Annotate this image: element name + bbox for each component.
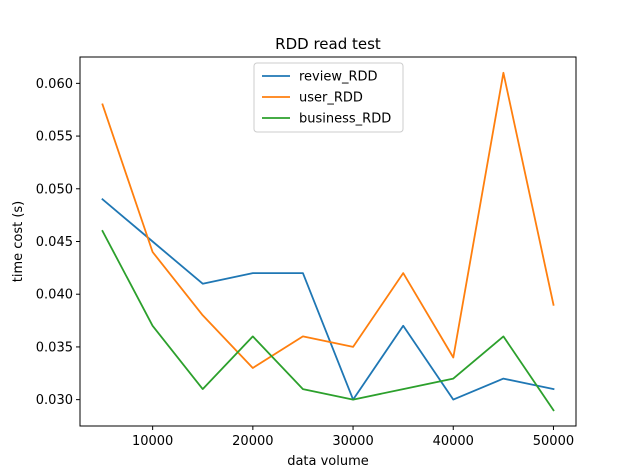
legend-label: user_RDD [299, 91, 363, 106]
chart-title: RDD read test [275, 35, 381, 53]
x-tick-label: 50000 [533, 434, 574, 449]
legend-label: review_RDD [299, 70, 378, 85]
legend-label: business_RDD [299, 112, 391, 127]
x-tick-label: 30000 [332, 434, 373, 449]
legend-box [253, 62, 404, 133]
series-line-business-rdd [101, 229, 555, 412]
y-tick-label: 0.030 [36, 393, 73, 408]
x-axis-label: data volume [287, 454, 369, 469]
series-line-user-rdd [101, 71, 555, 369]
x-axis: 10000 20000 30000 40000 50000 [132, 426, 574, 449]
y-tick-label: 0.040 [36, 288, 73, 303]
y-tick-label: 0.035 [36, 340, 73, 355]
x-tick-label: 10000 [132, 434, 173, 449]
series-line-review-rdd [101, 198, 555, 401]
legend: review_RDD user_RDD business_RDD [253, 62, 404, 133]
x-tick-label: 40000 [433, 434, 474, 449]
y-tick-label: 0.060 [36, 77, 73, 92]
y-tick-label: 0.050 [36, 182, 73, 197]
x-tick-label: 20000 [232, 434, 273, 449]
y-tick-label: 0.055 [36, 130, 73, 145]
y-tick-label: 0.045 [36, 235, 73, 250]
series-layer [101, 71, 555, 412]
y-axis: 0.030 0.035 0.040 0.045 0.050 0.055 0.060 [36, 77, 80, 408]
y-axis-label: time cost (s) [11, 201, 26, 283]
